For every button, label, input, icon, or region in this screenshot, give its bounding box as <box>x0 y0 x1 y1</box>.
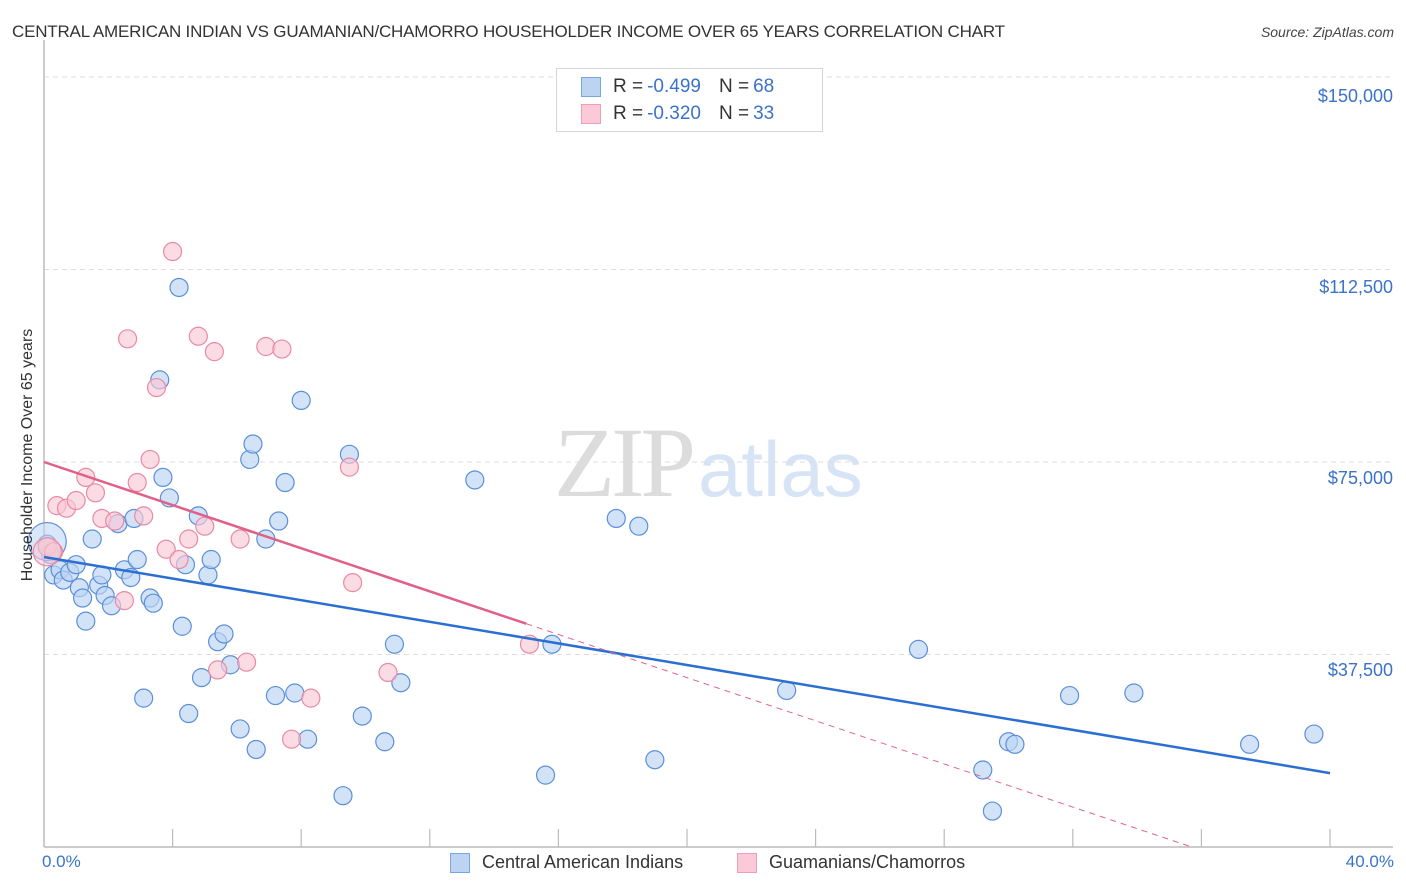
series-guamanians-chamorros <box>32 241 540 749</box>
legend-item-guamanians-chamorros[interactable]: Guamanians/Chamorros <box>737 852 965 873</box>
legend-swatch-blue <box>581 77 601 97</box>
r-value: -0.499 <box>647 76 701 97</box>
trend-lines <box>43 460 1331 848</box>
y-tick-112500: $112,500 <box>1319 277 1393 297</box>
r-label: R = <box>613 103 644 124</box>
r-value: -0.320 <box>647 103 701 124</box>
legend-label: Guamanians/Chamorros <box>769 852 966 872</box>
chart-title: CENTRAL AMERICAN INDIAN VS GUAMANIAN/CHA… <box>12 22 1005 41</box>
correlation-legend: R = -0.499 N = 68 R = -0.320 N = 33 <box>556 68 823 132</box>
y-tick-150000: $150,000 <box>1317 86 1393 106</box>
legend-item-central-american-indians[interactable]: Central American Indians <box>450 852 683 873</box>
y-tick-75000: $75,000 <box>1327 468 1393 488</box>
legend-label: Central American Indians <box>482 852 684 872</box>
axes <box>43 40 1393 848</box>
legend-swatch-pink <box>581 104 601 124</box>
watermark-atlas: atlas <box>698 425 863 513</box>
y-axis-label: Householder Income Over 65 years <box>19 328 36 582</box>
n-label: N = <box>718 103 750 124</box>
legend-row-pink: R = -0.320 N = 33 <box>581 102 774 126</box>
gridlines <box>44 76 1393 655</box>
n-value: 33 <box>753 103 775 124</box>
n-label: N = <box>718 76 750 97</box>
source-credit: Source: ZipAtlas.com <box>1260 24 1394 40</box>
y-tick-37500: $37,500 <box>1327 660 1393 680</box>
n-value: 68 <box>753 76 775 97</box>
r-label: R = <box>613 76 644 97</box>
legend-swatch-blue <box>450 852 470 873</box>
x-tick-min: 0.0% <box>42 852 81 871</box>
x-tick-max: 40.0% <box>1345 852 1394 871</box>
legend-row-blue: R = -0.499 N = 68 <box>581 75 774 99</box>
legend-swatch-pink <box>737 852 757 873</box>
